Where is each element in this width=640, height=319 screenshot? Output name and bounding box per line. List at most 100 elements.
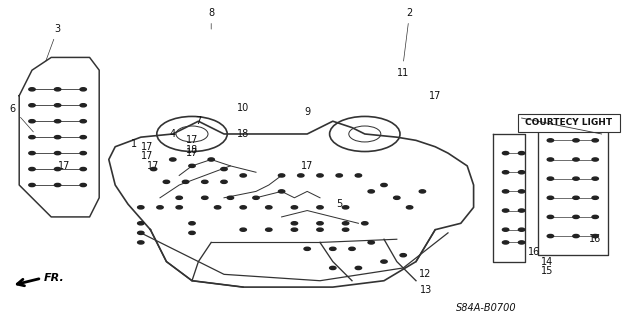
Circle shape: [163, 180, 170, 183]
Circle shape: [547, 158, 554, 161]
Circle shape: [362, 222, 368, 225]
Circle shape: [336, 174, 342, 177]
Circle shape: [573, 177, 579, 180]
Text: 17: 17: [429, 91, 441, 101]
Circle shape: [157, 206, 163, 209]
Circle shape: [54, 88, 61, 91]
Circle shape: [214, 206, 221, 209]
Circle shape: [317, 228, 323, 231]
Text: 17: 17: [186, 148, 198, 158]
Circle shape: [592, 234, 598, 238]
Circle shape: [547, 215, 554, 219]
Circle shape: [592, 177, 598, 180]
Circle shape: [518, 209, 525, 212]
Circle shape: [317, 206, 323, 209]
Circle shape: [182, 180, 189, 183]
FancyBboxPatch shape: [518, 114, 620, 132]
Text: 16: 16: [528, 247, 541, 257]
Circle shape: [317, 222, 323, 225]
Circle shape: [54, 183, 61, 187]
Circle shape: [202, 180, 208, 183]
Circle shape: [547, 196, 554, 199]
Circle shape: [502, 241, 509, 244]
Text: 17: 17: [141, 151, 153, 161]
Circle shape: [54, 120, 61, 123]
Circle shape: [368, 241, 374, 244]
Circle shape: [80, 104, 86, 107]
Text: 4: 4: [170, 129, 176, 139]
Circle shape: [138, 222, 144, 225]
Text: 13: 13: [419, 285, 432, 295]
Text: 17: 17: [141, 142, 153, 152]
Circle shape: [189, 164, 195, 167]
Circle shape: [253, 196, 259, 199]
Text: 12: 12: [419, 269, 432, 279]
Circle shape: [573, 158, 579, 161]
Text: 17: 17: [186, 135, 198, 145]
Circle shape: [547, 177, 554, 180]
Circle shape: [518, 228, 525, 231]
Circle shape: [138, 206, 144, 209]
Circle shape: [406, 206, 413, 209]
Circle shape: [592, 215, 598, 219]
Text: 11: 11: [397, 68, 410, 78]
Circle shape: [29, 88, 35, 91]
Circle shape: [240, 228, 246, 231]
Circle shape: [138, 241, 144, 244]
Circle shape: [394, 196, 400, 199]
Circle shape: [221, 167, 227, 171]
Circle shape: [266, 206, 272, 209]
Circle shape: [381, 260, 387, 263]
Circle shape: [291, 206, 298, 209]
Text: 3: 3: [45, 24, 61, 61]
Circle shape: [502, 228, 509, 231]
Circle shape: [342, 206, 349, 209]
Circle shape: [54, 104, 61, 107]
Text: 2: 2: [404, 8, 413, 61]
Circle shape: [80, 136, 86, 139]
Circle shape: [80, 152, 86, 155]
Circle shape: [29, 167, 35, 171]
Circle shape: [80, 183, 86, 187]
Text: 1: 1: [131, 138, 138, 149]
Circle shape: [304, 247, 310, 250]
Text: FR.: FR.: [44, 273, 64, 284]
Circle shape: [150, 167, 157, 171]
Text: 17: 17: [58, 161, 70, 171]
Text: 8: 8: [208, 8, 214, 29]
Circle shape: [29, 183, 35, 187]
Circle shape: [240, 174, 246, 177]
Circle shape: [419, 190, 426, 193]
Circle shape: [342, 228, 349, 231]
Circle shape: [502, 190, 509, 193]
Circle shape: [240, 206, 246, 209]
Circle shape: [80, 88, 86, 91]
Circle shape: [221, 180, 227, 183]
Circle shape: [189, 222, 195, 225]
Text: 6: 6: [10, 104, 33, 132]
Circle shape: [278, 190, 285, 193]
Circle shape: [547, 139, 554, 142]
Circle shape: [573, 215, 579, 219]
Circle shape: [189, 231, 195, 234]
Text: 16: 16: [589, 234, 602, 244]
Circle shape: [298, 174, 304, 177]
Text: 10: 10: [237, 103, 250, 114]
Circle shape: [29, 152, 35, 155]
Circle shape: [502, 209, 509, 212]
Circle shape: [138, 231, 144, 234]
Text: S84A-B0700: S84A-B0700: [456, 303, 516, 313]
Circle shape: [355, 174, 362, 177]
Circle shape: [349, 247, 355, 250]
Circle shape: [80, 120, 86, 123]
Circle shape: [291, 222, 298, 225]
Circle shape: [502, 152, 509, 155]
Circle shape: [54, 167, 61, 171]
Circle shape: [176, 196, 182, 199]
Circle shape: [29, 104, 35, 107]
Text: COURTECY LIGHT: COURTECY LIGHT: [525, 118, 612, 127]
Circle shape: [400, 254, 406, 257]
Text: 7: 7: [195, 116, 202, 126]
Text: 17: 17: [147, 161, 159, 171]
Circle shape: [176, 206, 182, 209]
